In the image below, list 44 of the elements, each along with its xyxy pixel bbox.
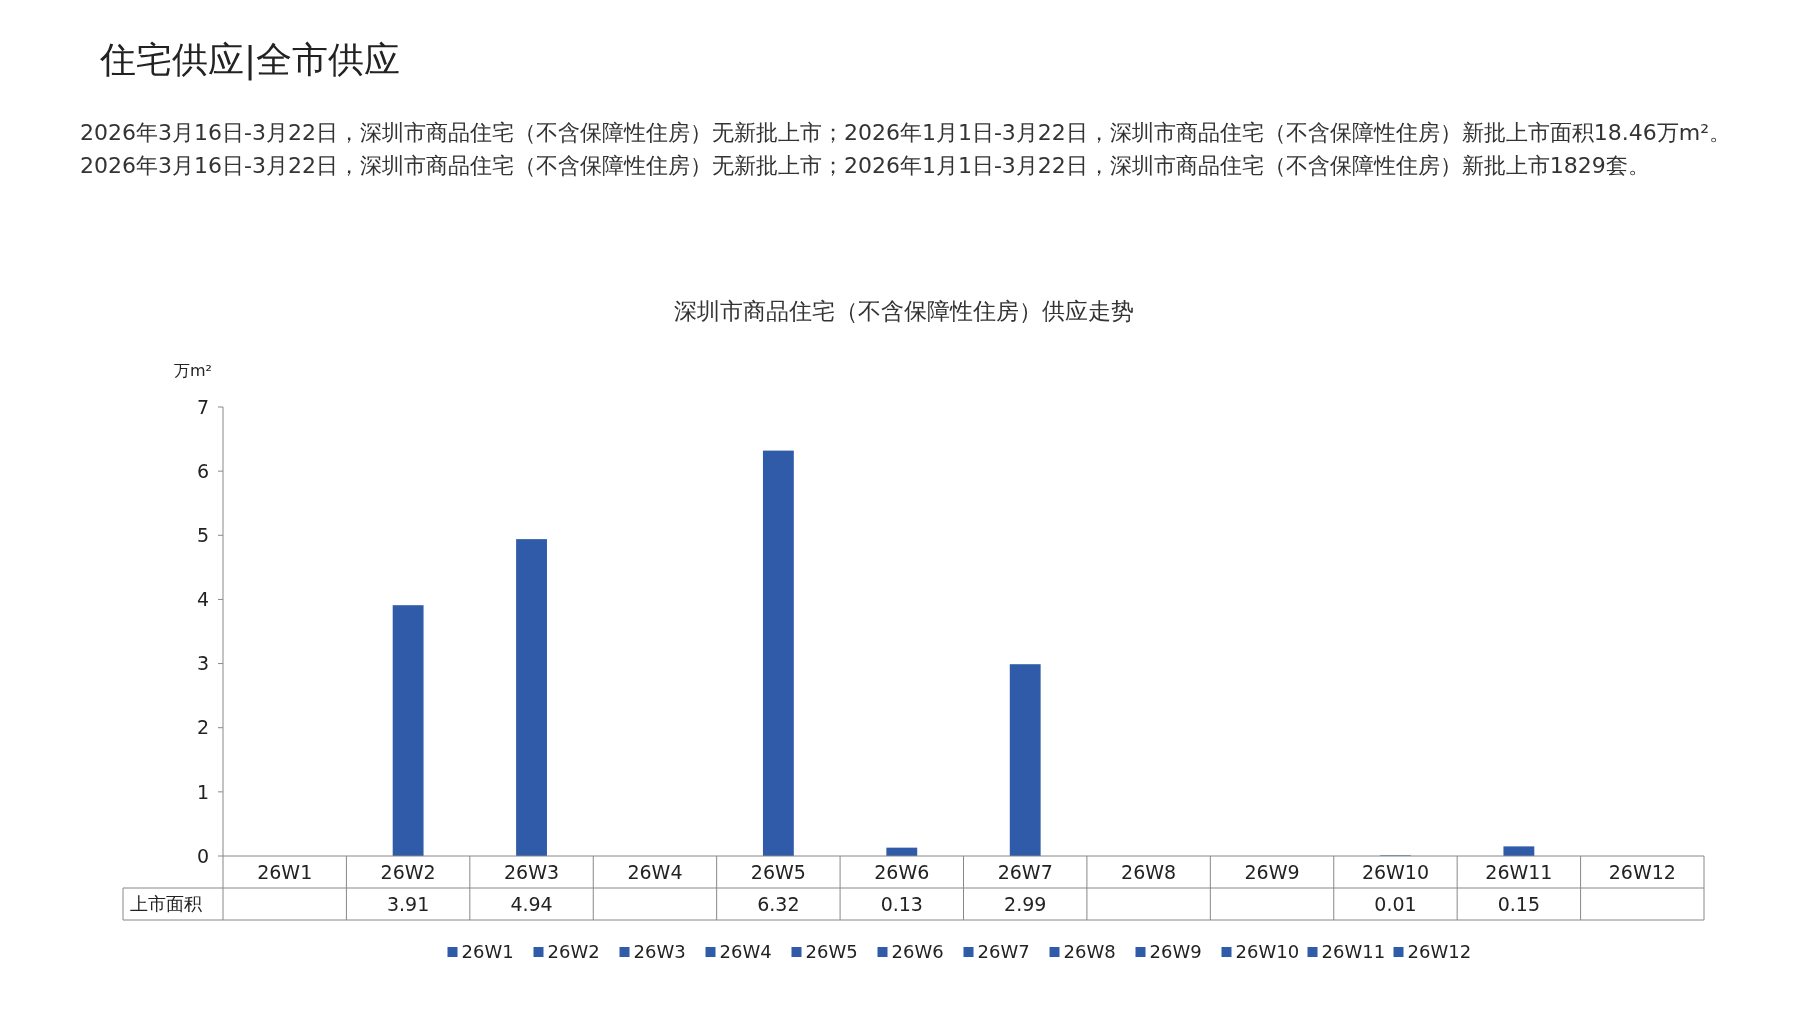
y-tick-label: 2 (196, 716, 209, 739)
category-label: 26W4 (719, 941, 772, 963)
x-tick-label: 26W1 (257, 860, 313, 883)
data-label: 2.99 (1004, 892, 1047, 915)
category-label: 26W1 (461, 941, 514, 963)
text: 2026年3月16日-3月22日，深圳市商品住宅（不含保障性住房）无新批上市；2026年1月1日-3月22日，深圳市商品住宅（不含保障性住房）新批上市面积18.46万m²。2026年3月16日-3月22日，深圳市商品住宅（不含保障性住房）无新批上市；2026年1月1日-3月22日，深圳市商品住宅（不含保障性住房）新批上市1829套。 (80, 119, 1733, 180)
y-axis-title: 万m² (174, 361, 212, 380)
category-label: 26W3 (633, 941, 686, 963)
category-label: 26W5 (805, 941, 858, 963)
x-tick-label: 26W5 (750, 860, 806, 883)
category-label: 26W12 (1407, 941, 1472, 963)
chart-title: 住宅供应|全市供应 (99, 39, 401, 81)
data-label: 0.15 (1497, 892, 1541, 915)
category-label: 26W6 (891, 941, 944, 963)
x-tick-label: 26W10 (1361, 860, 1430, 883)
y-tick-label: 3 (196, 652, 209, 675)
x-tick-label: 26W12 (1608, 860, 1676, 883)
category-label: 26W9 (1149, 941, 1202, 963)
y-tick-label: 0 (196, 844, 209, 867)
y-tick-label: 7 (196, 395, 209, 418)
x-tick-label: 26W6 (874, 860, 930, 883)
x-tick-label: 26W9 (1244, 860, 1300, 883)
x-tick-label: 26W7 (997, 860, 1053, 883)
data-label: 3.91 (386, 892, 430, 915)
x-tick-label: 26W3 (504, 860, 560, 883)
data-label: 0.13 (880, 892, 923, 915)
y-tick-label: 1 (196, 780, 209, 803)
data-label: 6.32 (757, 892, 800, 915)
category-label: 26W2 (547, 941, 600, 963)
data-label: 0.01 (1374, 892, 1417, 915)
category-label: 26W11 (1321, 941, 1386, 963)
data-label: 4.94 (510, 892, 553, 915)
y-tick-label: 6 (196, 459, 209, 482)
y-tick-label: 5 (196, 523, 209, 546)
x-tick-label: 26W4 (627, 860, 683, 883)
category-label: 26W7 (977, 941, 1030, 963)
category-label: 26W8 (1063, 941, 1116, 963)
x-tick-label: 26W11 (1485, 860, 1553, 883)
y-tick-label: 4 (196, 588, 209, 611)
chart-subtitle: 深圳市商品住宅（不含保障性住房）供应走势 (673, 298, 1134, 324)
x-tick-label: 26W2 (380, 860, 436, 883)
category-label: 26W10 (1235, 941, 1300, 963)
text: 上市面积 (130, 893, 202, 915)
x-tick-label: 26W8 (1121, 860, 1177, 883)
